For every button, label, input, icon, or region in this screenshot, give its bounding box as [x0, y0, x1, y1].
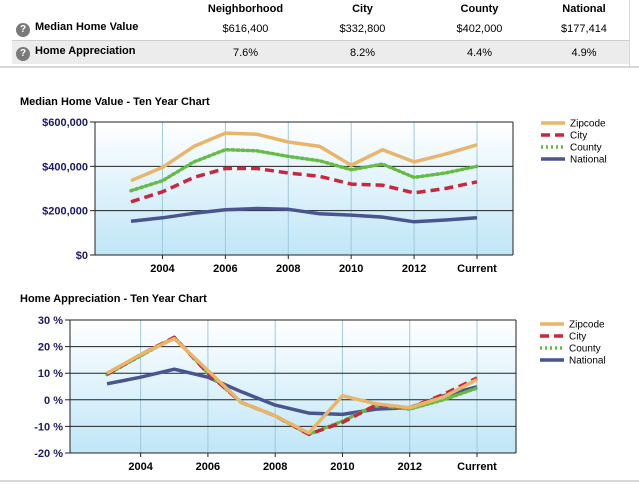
stats-header-blank	[12, 0, 187, 17]
table-cell: 4.4%	[421, 40, 538, 64]
x-tick-label: Current	[457, 461, 497, 473]
home-value-chart: $600,000 $400,000 $200,000 $0 2004 2006 2008 20…	[42, 117, 607, 275]
section-divider	[0, 66, 639, 68]
series-line-county	[129, 147, 479, 193]
table-cell: 8.2%	[304, 40, 421, 64]
legend-label-zipcode: Zipcode	[570, 119, 606, 130]
x-tick-label: 2010	[339, 263, 363, 275]
y-tick-label: 30 %	[38, 315, 63, 327]
table-cell: 7.6%	[187, 40, 304, 64]
stats-header-row: Neighborhood City County National	[12, 0, 630, 17]
series-line-zipcode	[130, 131, 478, 183]
series-line-city	[130, 166, 478, 204]
table-cell: $402,000	[421, 17, 538, 41]
row-label-cell: ? Median Home Value	[12, 17, 187, 41]
legend-label-county: County	[569, 344, 601, 355]
stats-header-county: County	[460, 2, 499, 15]
legend-label-city: City	[569, 332, 586, 343]
legend-label-city: City	[570, 131, 587, 142]
x-tick-label: 2010	[330, 461, 354, 473]
chart-title-appreciation: Home Appreciation - Ten Year Chart	[20, 293, 207, 305]
legend-label-national: National	[569, 356, 606, 367]
y-tick-label: $600,000	[42, 117, 88, 129]
legend-label-county: County	[570, 143, 602, 154]
x-tick-label: 2008	[263, 461, 287, 473]
series-line-zipcode	[106, 336, 478, 435]
y-tick-label: 20 %	[38, 342, 63, 354]
y-tick-label: $200,000	[42, 206, 88, 218]
y-tick-label: -10 %	[34, 421, 63, 433]
table-cell: $177,414	[538, 17, 630, 41]
y-tick-label: 0 %	[44, 395, 63, 407]
table-cell: $332,800	[304, 17, 421, 41]
y-tick-label: $400,000	[42, 161, 88, 173]
question-icon[interactable]: ?	[16, 46, 30, 61]
bottom-divider	[0, 480, 639, 482]
table-right-edge	[629, 0, 630, 66]
y-tick-label: $0	[76, 250, 88, 262]
x-tick-label: 2008	[276, 263, 300, 275]
chart-title-home-value: Median Home Value - Ten Year Chart	[20, 96, 210, 108]
x-tick-label: 2006	[213, 263, 237, 275]
table-cell: $616,400	[187, 17, 304, 41]
table-row: ? Home Appreciation 7.6% 8.2% 4.4% 4.9%	[12, 40, 630, 64]
legend-label-zipcode: Zipcode	[569, 320, 605, 331]
stats-header-neighborhood: Neighborhood	[207, 2, 284, 15]
series-line-national	[130, 206, 478, 224]
table-row: ? Median Home Value $616,400 $332,800 $40…	[12, 17, 630, 41]
table-cell: 4.9%	[538, 40, 630, 64]
x-tick-label: 2012	[402, 263, 426, 275]
row-label: Median Home Value	[35, 20, 139, 33]
x-tick-label: Current	[457, 263, 497, 275]
appreciation-chart: 30 % 20 % 10 % 0 % -10 % -20 % 2004 2006 2008 201…	[34, 315, 606, 473]
y-tick-label: 10 %	[38, 368, 63, 380]
x-tick-label: 2006	[196, 461, 220, 473]
stats-header-city: City	[352, 2, 373, 15]
row-label: Home Appreciation	[35, 44, 136, 57]
question-icon[interactable]: ?	[16, 22, 30, 37]
legend-label-national: National	[570, 155, 607, 166]
x-tick-label: 2004	[150, 263, 175, 275]
y-tick-label: -20 %	[34, 448, 63, 460]
plot-area	[70, 320, 516, 453]
stats-header-national: National	[562, 2, 606, 15]
row-label-cell: ? Home Appreciation	[12, 40, 187, 64]
stats-table: Neighborhood City County National ? Media…	[12, 0, 630, 64]
x-tick-label: 2004	[128, 461, 153, 473]
x-tick-label: 2012	[397, 461, 421, 473]
